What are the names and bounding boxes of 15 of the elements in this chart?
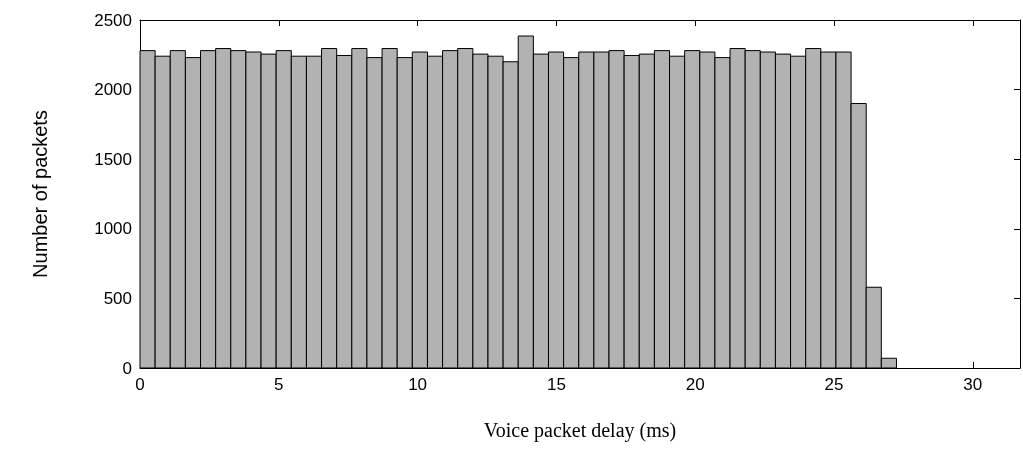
x-tick-label: 5 [274,375,284,394]
y-axis-title: Number of packets [29,110,51,278]
x-tick-label: 20 [685,375,705,394]
x-tick-label: 15 [546,375,566,394]
x-tick-label: 10 [408,375,428,394]
x-tick-label: 0 [135,375,145,394]
y-tick-label: 2500 [94,10,132,30]
x-tick-label: 25 [824,375,844,394]
y-tick-label: 1000 [94,219,132,239]
y-tick-label: 1500 [94,149,132,169]
x-tick-label: 30 [963,375,983,394]
y-tick-label: 0 [122,358,132,378]
y-tick-label: 500 [103,288,132,308]
x-axis-title: Voice packet delay (ms) [483,419,677,442]
y-tick-label: 2000 [94,80,132,100]
